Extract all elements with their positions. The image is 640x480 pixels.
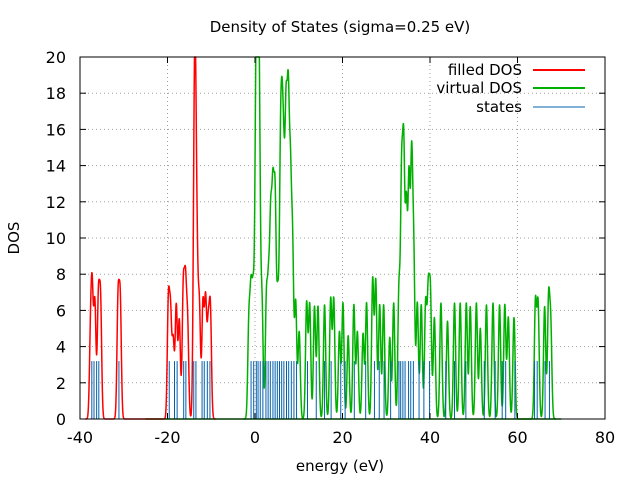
x-tick-label: 0 <box>250 428 260 447</box>
y-tick-label: 14 <box>46 157 66 176</box>
y-tick-label: 8 <box>56 265 66 284</box>
legend-label: virtual DOS <box>436 79 522 97</box>
y-tick-label: 10 <box>46 229 66 248</box>
legend-label: states <box>476 98 522 116</box>
legend-label: filled DOS <box>448 61 522 79</box>
y-tick-label: 6 <box>56 301 66 320</box>
x-tick-label: -20 <box>154 428 180 447</box>
y-tick-label: 18 <box>46 84 66 103</box>
y-tick-label: 4 <box>56 338 66 357</box>
y-tick-label: 2 <box>56 374 66 393</box>
x-axis-label: energy (eV) <box>296 457 384 475</box>
y-axis-label: DOS <box>5 222 23 255</box>
x-tick-label: 60 <box>507 428 527 447</box>
x-tick-label: 20 <box>332 428 352 447</box>
x-tick-label: 40 <box>420 428 440 447</box>
y-tick-label: 12 <box>46 193 66 212</box>
y-tick-label: 16 <box>46 120 66 139</box>
x-tick-label: 80 <box>595 428 615 447</box>
virtual-dos-line <box>242 56 557 420</box>
chart-title: Density of States (sigma=0.25 eV) <box>210 18 471 36</box>
y-tick-label: 20 <box>46 48 66 67</box>
grid <box>80 57 605 419</box>
y-tick-label: 0 <box>56 410 66 429</box>
axes: -40 -20 0 20 40 60 80 0 2 4 6 8 10 12 14 16 18 20 <box>46 48 616 447</box>
x-tick-label: -40 <box>67 428 93 447</box>
